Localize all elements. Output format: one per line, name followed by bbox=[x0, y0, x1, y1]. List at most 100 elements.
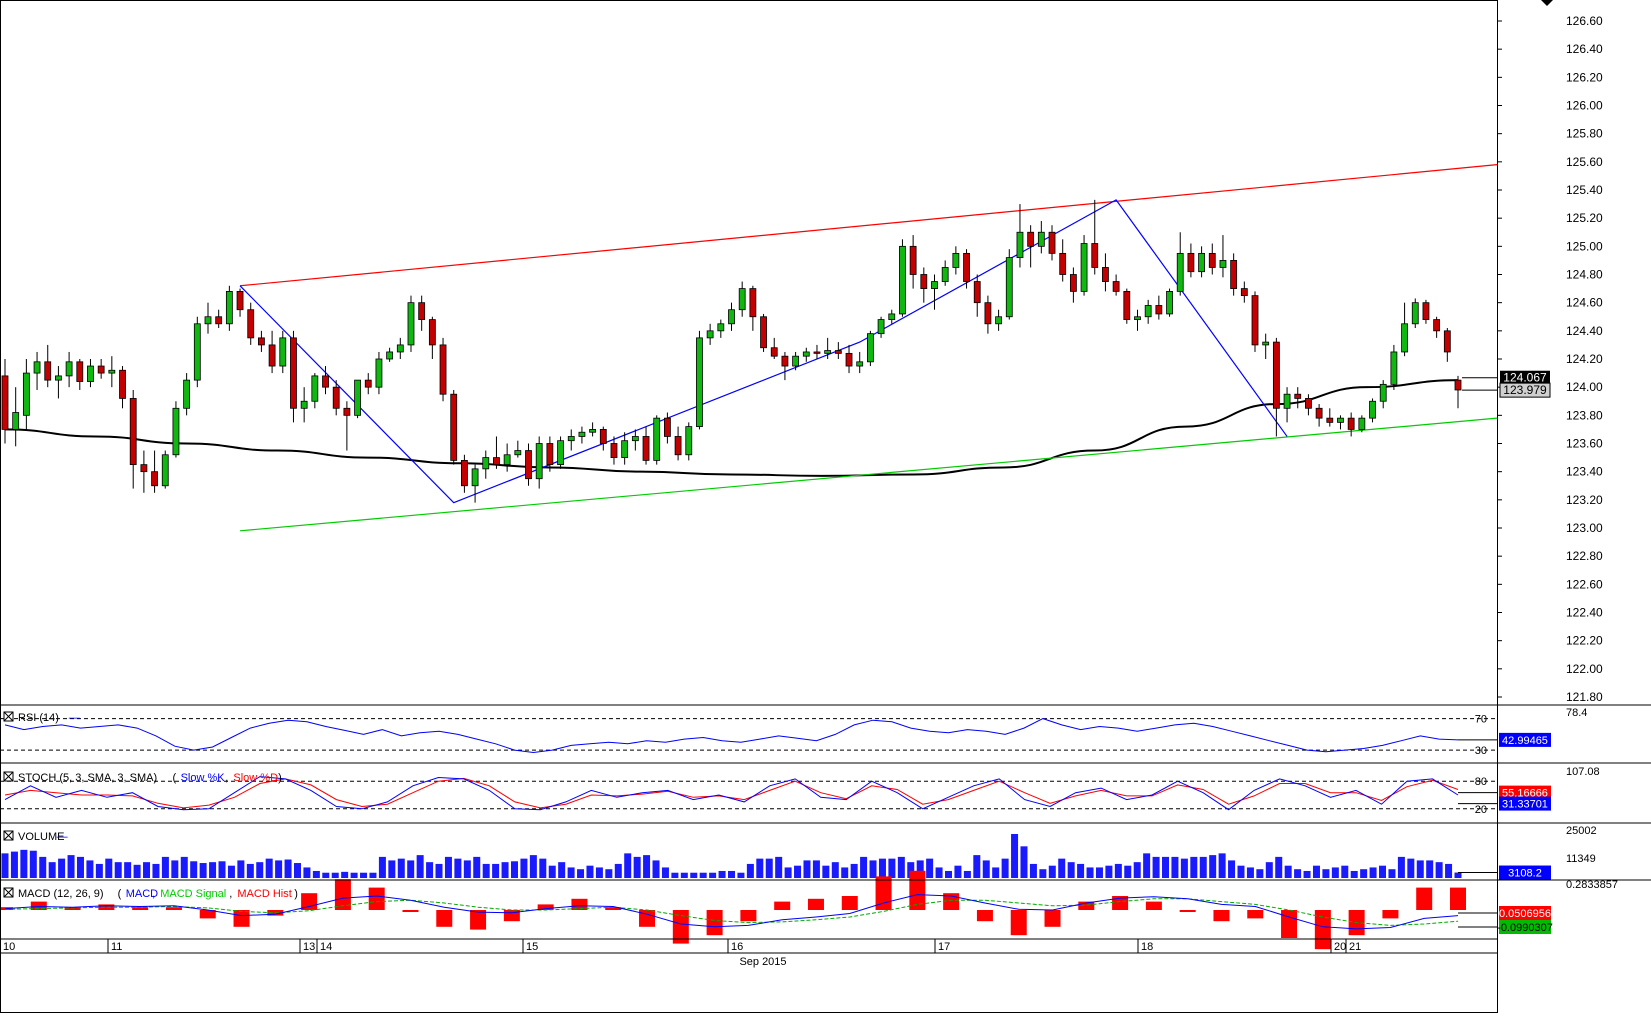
candle-body-bullish bbox=[33, 361, 41, 374]
volume-bar bbox=[482, 863, 490, 878]
volume-bar bbox=[614, 863, 622, 878]
price-tick-label: 122.60 bbox=[1566, 577, 1603, 591]
macd-hist-bar bbox=[976, 910, 993, 922]
candlestick bbox=[963, 249, 970, 289]
macd-comma: , bbox=[229, 888, 232, 900]
candle-body-bullish bbox=[824, 350, 832, 354]
volume-bar bbox=[463, 860, 471, 878]
volume-bar bbox=[520, 858, 528, 878]
volume-bar bbox=[293, 863, 301, 878]
macd-signal-legend: MACD Signal bbox=[160, 888, 226, 900]
candle-body-bearish bbox=[973, 281, 981, 304]
candle-body-bearish bbox=[44, 361, 52, 381]
volume-bar bbox=[822, 865, 830, 878]
candle-body-bearish bbox=[215, 316, 223, 325]
candle-body-bearish bbox=[493, 457, 500, 466]
date-label: 15 bbox=[526, 941, 538, 953]
candle-body-bullish bbox=[728, 309, 735, 325]
candle-body-bullish bbox=[311, 375, 319, 402]
candlestick bbox=[984, 295, 992, 334]
volume-bar bbox=[331, 872, 339, 878]
scroll-marker-icon[interactable] bbox=[1541, 0, 1553, 6]
candlestick bbox=[1176, 232, 1184, 296]
volume-bar bbox=[567, 867, 575, 878]
volume-bar bbox=[473, 856, 481, 878]
price-tick-label: 121.80 bbox=[1566, 690, 1603, 704]
date-label: 17 bbox=[938, 941, 950, 953]
candlestick bbox=[589, 422, 597, 437]
candle-body-bullish bbox=[183, 379, 191, 409]
candle-body-bullish bbox=[995, 316, 1002, 325]
candle-body-bullish bbox=[1379, 383, 1387, 402]
candlestick bbox=[877, 316, 885, 338]
volume-bar bbox=[539, 858, 547, 878]
volume-bar bbox=[1199, 856, 1207, 878]
ma-price-badge bbox=[1499, 382, 1551, 398]
macd-hist-bar bbox=[605, 907, 622, 910]
candle-body-bullish bbox=[225, 290, 233, 325]
macd-hist-bar bbox=[165, 907, 182, 910]
date-label: 10 bbox=[3, 941, 15, 953]
candlestick bbox=[1411, 298, 1419, 329]
candlestick bbox=[108, 356, 116, 388]
macd-hist-bar bbox=[64, 907, 81, 910]
stoch-level-label: 80 bbox=[1475, 776, 1487, 788]
macd-hist-bar bbox=[1044, 910, 1061, 927]
macd-hist-bar bbox=[402, 910, 419, 912]
volume-bar bbox=[992, 867, 1000, 878]
macd-hist-bar bbox=[1382, 910, 1399, 919]
volume-bar bbox=[161, 856, 169, 878]
candlestick bbox=[514, 440, 522, 458]
volume-bar bbox=[1284, 865, 1292, 878]
candlestick bbox=[1326, 408, 1334, 427]
candle-body-bearish bbox=[1208, 252, 1216, 268]
candle-body-bearish bbox=[749, 288, 757, 318]
candlestick bbox=[674, 426, 682, 461]
candle-body-bearish bbox=[1187, 252, 1195, 273]
candle-body-bearish bbox=[1422, 302, 1430, 320]
volume-bar bbox=[124, 862, 132, 878]
volume-bar bbox=[860, 856, 868, 878]
volume-bar bbox=[1077, 863, 1085, 878]
volume-bar bbox=[1, 853, 9, 878]
volume-bar bbox=[794, 865, 802, 878]
volume-bar bbox=[58, 858, 66, 878]
price-tick-label: 124.80 bbox=[1566, 268, 1603, 282]
candlestick bbox=[1102, 253, 1109, 292]
candle-body-bullish bbox=[631, 436, 639, 442]
price-tick-label: 126.60 bbox=[1566, 14, 1603, 28]
candle-body-bullish bbox=[300, 400, 308, 409]
volume-bar bbox=[1190, 856, 1198, 878]
volume-bar bbox=[501, 862, 509, 878]
candle-body-bullish bbox=[738, 288, 746, 311]
volume-bar bbox=[973, 855, 981, 878]
volume-bar bbox=[1143, 853, 1151, 878]
candle-body-bullish bbox=[856, 361, 864, 367]
rsi-line bbox=[4, 718, 1459, 754]
candle-body-bearish bbox=[813, 351, 821, 354]
price-tick-label: 124.20 bbox=[1566, 352, 1603, 366]
volume-bar bbox=[1133, 862, 1141, 878]
candle-body-bearish bbox=[1443, 330, 1451, 353]
candlestick bbox=[236, 288, 244, 317]
date-label: 18 bbox=[1141, 941, 1153, 953]
volume-bar bbox=[143, 862, 151, 878]
volume-bar bbox=[312, 870, 320, 878]
candlestick bbox=[1240, 281, 1248, 303]
price-tick-label: 122.40 bbox=[1566, 606, 1603, 620]
candle-body-bullish bbox=[471, 468, 479, 487]
candle-body-bearish bbox=[236, 290, 244, 311]
stoch-paren: ) bbox=[278, 772, 282, 784]
zigzag-pattern-line bbox=[239, 199, 1288, 504]
price-tick-label: 123.00 bbox=[1566, 521, 1603, 535]
candle-body-bearish bbox=[97, 365, 105, 374]
volume-bar bbox=[784, 867, 792, 878]
candle-body-bearish bbox=[1433, 319, 1441, 332]
candle-body-bullish bbox=[1134, 316, 1141, 320]
macd-paren: ( bbox=[118, 888, 122, 900]
volume-bar bbox=[1303, 870, 1311, 878]
candle-body-bullish bbox=[1390, 351, 1398, 385]
candlestick bbox=[33, 351, 41, 390]
rsi-legend-swatch: — bbox=[69, 712, 80, 724]
candlestick bbox=[760, 313, 767, 352]
